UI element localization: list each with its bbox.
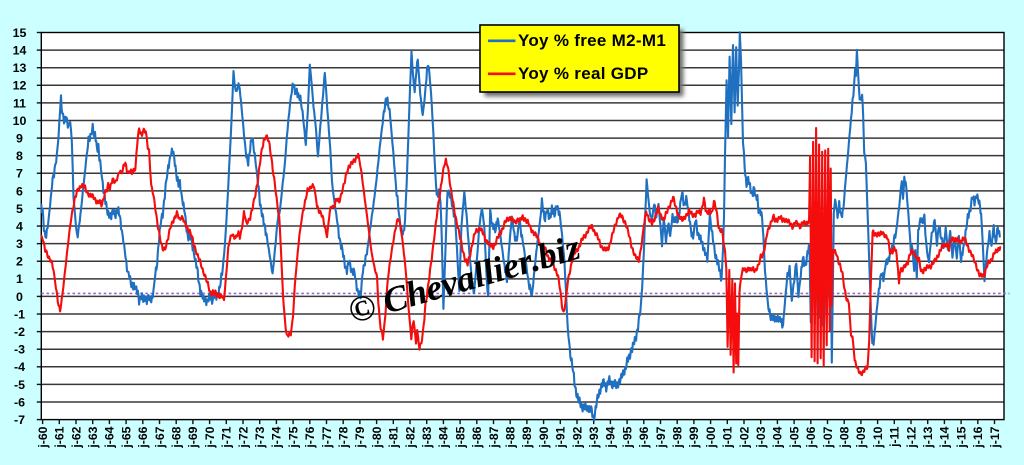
svg-text:j-16: j-16 bbox=[971, 426, 985, 448]
svg-text:j-09: j-09 bbox=[854, 426, 868, 448]
svg-text:j-11: j-11 bbox=[888, 426, 902, 448]
svg-text:j-84: j-84 bbox=[437, 426, 451, 448]
svg-text:j-79: j-79 bbox=[353, 426, 367, 448]
svg-text:j-75: j-75 bbox=[286, 426, 300, 448]
svg-text:j-07: j-07 bbox=[821, 426, 835, 448]
svg-text:j-81: j-81 bbox=[387, 426, 401, 448]
svg-text:6: 6 bbox=[16, 184, 23, 198]
svg-text:j-67: j-67 bbox=[153, 426, 167, 448]
svg-text:j-01: j-01 bbox=[721, 426, 735, 448]
svg-text:j-05: j-05 bbox=[787, 426, 801, 448]
svg-text:j-66: j-66 bbox=[136, 426, 150, 448]
svg-text:15: 15 bbox=[13, 26, 27, 40]
svg-text:j-92: j-92 bbox=[570, 426, 584, 448]
svg-text:j-82: j-82 bbox=[403, 426, 417, 448]
svg-text:j-68: j-68 bbox=[170, 426, 184, 448]
svg-text:j-12: j-12 bbox=[904, 426, 918, 448]
svg-text:-6: -6 bbox=[14, 395, 25, 409]
svg-text:j-06: j-06 bbox=[804, 426, 818, 448]
svg-text:4: 4 bbox=[16, 219, 23, 233]
svg-text:j-86: j-86 bbox=[470, 426, 484, 448]
svg-text:j-91: j-91 bbox=[554, 426, 568, 448]
svg-text:7: 7 bbox=[16, 167, 23, 181]
svg-text:j-02: j-02 bbox=[737, 426, 751, 448]
svg-text:j-99: j-99 bbox=[687, 426, 701, 448]
svg-text:j-60: j-60 bbox=[36, 426, 50, 448]
svg-text:j-04: j-04 bbox=[771, 426, 785, 448]
svg-text:14: 14 bbox=[13, 44, 27, 58]
svg-text:j-94: j-94 bbox=[604, 426, 618, 448]
svg-text:j-83: j-83 bbox=[420, 426, 434, 448]
svg-text:j-78: j-78 bbox=[337, 426, 351, 448]
svg-text:j-69: j-69 bbox=[186, 426, 200, 448]
svg-text:j-10: j-10 bbox=[871, 426, 885, 448]
svg-text:j-13: j-13 bbox=[921, 426, 935, 448]
svg-text:j-97: j-97 bbox=[654, 426, 668, 448]
svg-text:3: 3 bbox=[16, 237, 23, 251]
svg-text:-1: -1 bbox=[14, 307, 25, 321]
svg-text:9: 9 bbox=[16, 131, 23, 145]
svg-text:j-17: j-17 bbox=[988, 426, 1002, 448]
svg-text:1: 1 bbox=[16, 272, 23, 286]
svg-text:j-80: j-80 bbox=[370, 426, 384, 448]
svg-text:j-03: j-03 bbox=[754, 426, 768, 448]
svg-text:j-77: j-77 bbox=[320, 426, 334, 448]
svg-text:j-96: j-96 bbox=[637, 426, 651, 448]
svg-text:j-76: j-76 bbox=[303, 426, 317, 448]
svg-text:j-61: j-61 bbox=[53, 426, 67, 448]
svg-text:j-71: j-71 bbox=[220, 426, 234, 448]
svg-text:j-95: j-95 bbox=[620, 426, 634, 448]
svg-text:j-63: j-63 bbox=[86, 426, 100, 448]
svg-text:-5: -5 bbox=[14, 378, 25, 392]
svg-text:2: 2 bbox=[16, 255, 23, 269]
svg-text:Yoy % real GDP: Yoy % real GDP bbox=[518, 64, 649, 83]
svg-text:0: 0 bbox=[16, 290, 23, 304]
svg-text:j-98: j-98 bbox=[671, 426, 685, 448]
svg-text:j-65: j-65 bbox=[119, 426, 133, 448]
svg-text:10: 10 bbox=[13, 114, 27, 128]
svg-text:j-85: j-85 bbox=[453, 426, 467, 448]
svg-text:j-15: j-15 bbox=[954, 426, 968, 448]
svg-text:-4: -4 bbox=[14, 360, 25, 374]
svg-text:-7: -7 bbox=[14, 413, 25, 427]
svg-text:5: 5 bbox=[16, 202, 23, 216]
svg-text:j-00: j-00 bbox=[704, 426, 718, 448]
svg-text:11: 11 bbox=[13, 96, 26, 110]
svg-text:j-88: j-88 bbox=[504, 426, 518, 448]
svg-text:j-74: j-74 bbox=[270, 426, 284, 448]
svg-text:Yoy % free M2-M1: Yoy % free M2-M1 bbox=[518, 31, 666, 50]
svg-text:8: 8 bbox=[16, 149, 23, 163]
svg-text:j-08: j-08 bbox=[838, 426, 852, 448]
svg-text:j-87: j-87 bbox=[487, 426, 501, 448]
svg-text:j-70: j-70 bbox=[203, 426, 217, 448]
svg-text:13: 13 bbox=[13, 61, 27, 75]
svg-text:j-62: j-62 bbox=[69, 426, 83, 448]
svg-text:j-89: j-89 bbox=[520, 426, 534, 448]
svg-text:12: 12 bbox=[13, 79, 27, 93]
svg-text:j-93: j-93 bbox=[587, 426, 601, 448]
svg-text:-2: -2 bbox=[14, 325, 25, 339]
svg-text:j-90: j-90 bbox=[537, 426, 551, 448]
svg-text:j-73: j-73 bbox=[253, 426, 267, 448]
svg-text:j-72: j-72 bbox=[236, 426, 250, 448]
svg-text:-3: -3 bbox=[14, 343, 25, 357]
svg-text:j-64: j-64 bbox=[103, 426, 117, 448]
svg-text:j-14: j-14 bbox=[938, 426, 952, 448]
